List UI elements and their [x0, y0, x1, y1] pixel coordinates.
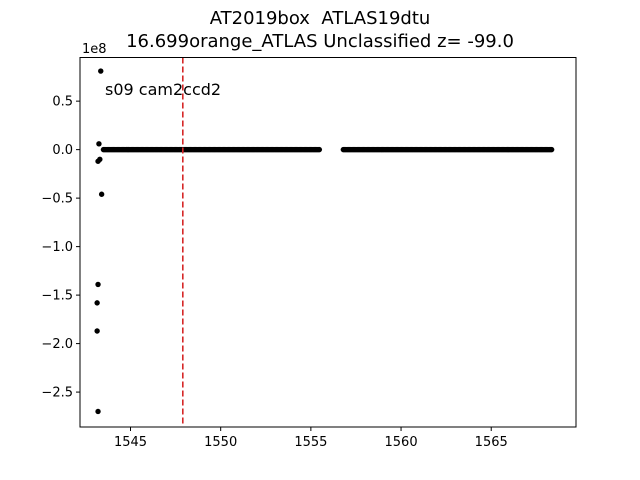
- y-tick-label: −1.5: [41, 289, 73, 304]
- y-tick-label: 0.5: [52, 95, 73, 110]
- data-point: [95, 408, 101, 415]
- data-point: [96, 141, 102, 147]
- data-point: [548, 146, 555, 153]
- x-tick-label: 1555: [294, 435, 327, 450]
- x-tick-label: 1565: [475, 435, 508, 450]
- data-point: [316, 146, 323, 153]
- data-point: [94, 300, 100, 306]
- data-point: [95, 281, 101, 288]
- y-tick-label: 0.0: [52, 143, 73, 158]
- chart-title-line-2: 16.699orange_ATLAS Unclassified z= -99.0: [126, 31, 514, 52]
- plot-layer: 1545 1550 1555 1560 1565 0.5 0.0 −0.5 −1.0 −1.5 −2…: [41, 57, 555, 450]
- data-point: [98, 68, 104, 74]
- axes-frame: [79, 57, 577, 428]
- y-tick-label: −1.0: [41, 240, 73, 255]
- y-tick-label: −2.5: [41, 386, 73, 401]
- x-tick-label: 1550: [204, 435, 237, 450]
- ccd-annotation: s09 cam2ccd2: [105, 80, 221, 99]
- data-point: [94, 328, 100, 334]
- y-scale-label: 1e8: [82, 42, 107, 57]
- chart-title-line-1: AT2019box ATLAS19dtu: [209, 8, 431, 29]
- x-tick-label: 1560: [385, 435, 418, 450]
- y-tick-label: −2.0: [41, 337, 73, 352]
- y-tick-label: −0.5: [41, 192, 73, 207]
- x-tick-label: 1545: [114, 435, 147, 450]
- data-point: [98, 191, 105, 197]
- data-point: [95, 158, 101, 164]
